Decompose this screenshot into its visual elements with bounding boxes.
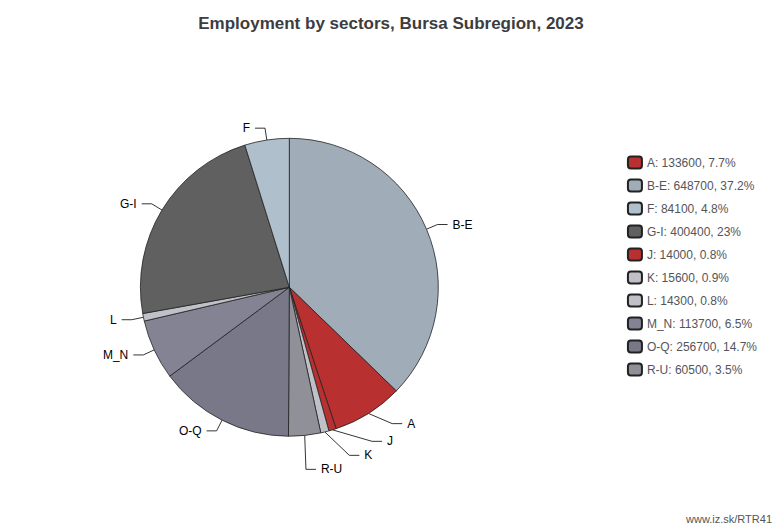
svg-text:F: F [243,121,250,135]
svg-text:A: A [407,417,415,431]
svg-text:A: 133600, 7.7%: A: 133600, 7.7% [647,156,736,170]
svg-text:O-Q: O-Q [179,424,202,438]
svg-text:B-E: 648700, 37.2%: B-E: 648700, 37.2% [647,179,755,193]
svg-text:O-Q: 256700, 14.7%: O-Q: 256700, 14.7% [647,340,757,354]
svg-text:R-U: 60500, 3.5%: R-U: 60500, 3.5% [647,363,743,377]
svg-text:K: 15600, 0.9%: K: 15600, 0.9% [647,271,729,285]
svg-text:L: 14300, 0.8%: L: 14300, 0.8% [647,294,728,308]
svg-text:G-I: 400400, 23%: G-I: 400400, 23% [647,225,741,239]
svg-text:J: 14000, 0.8%: J: 14000, 0.8% [647,248,727,262]
svg-text:M_N: 113700, 6.5%: M_N: 113700, 6.5% [647,317,753,331]
svg-text:F: 84100, 4.8%: F: 84100, 4.8% [647,202,729,216]
svg-text:G-I: G-I [120,197,137,211]
svg-text:M_N: M_N [103,348,128,362]
svg-text:L: L [110,313,117,327]
svg-text:J: J [387,434,393,448]
svg-text:Employment by sectors, Bursa S: Employment by sectors, Bursa Subregion, … [198,14,583,33]
svg-text:B-E: B-E [453,218,473,232]
svg-text:R-U: R-U [321,462,342,476]
svg-text:K: K [364,448,372,462]
svg-text:www.iz.sk/RTR41: www.iz.sk/RTR41 [685,513,772,525]
